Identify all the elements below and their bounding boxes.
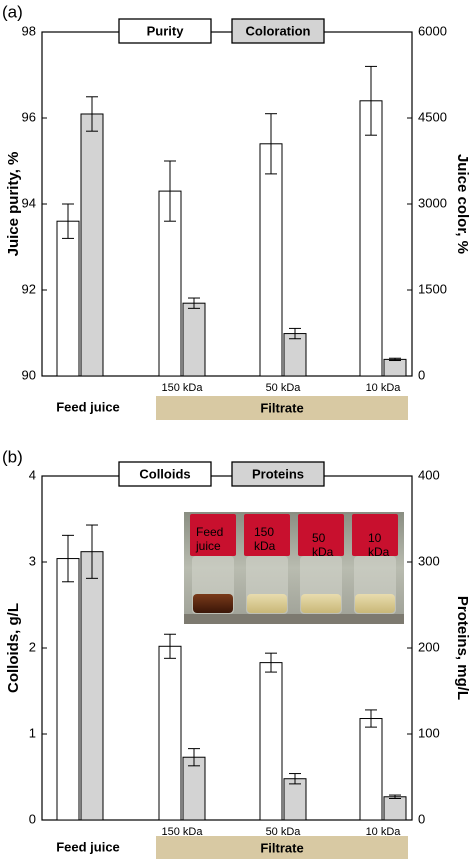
panel-label: (b)	[2, 447, 23, 466]
right-tick-label: 6000	[418, 23, 447, 38]
category-label: 150 kDa	[162, 382, 204, 394]
left-tick-label: 0	[29, 811, 36, 826]
category-label-feed: Feed juice	[56, 839, 120, 854]
left-tick-label: 2	[29, 639, 36, 654]
category-label: 10 kDa	[366, 382, 402, 394]
bar-coloration	[283, 333, 307, 377]
bar-coloration	[182, 302, 206, 377]
left-tick-label: 94	[22, 195, 36, 210]
legend-swatch-right	[231, 461, 325, 487]
vial-juice	[193, 594, 233, 613]
inset-vial-label: 150 kDa	[254, 525, 276, 553]
right-tick-label: 4500	[418, 109, 447, 124]
bar-proteins	[182, 756, 206, 821]
legend-label-right: Coloration	[246, 23, 311, 38]
left-axis-title: Juice purity, %	[5, 152, 22, 257]
bar-purity	[359, 100, 383, 377]
filtrate-band	[156, 836, 408, 859]
inset-vial-label: 10 kDa	[368, 531, 390, 559]
legend-swatch-right	[231, 18, 325, 44]
inset-vial-label: 50 kDa	[312, 531, 334, 559]
photo-shelf	[184, 614, 404, 624]
bar-purity	[56, 220, 80, 377]
legend-swatch-left	[118, 18, 212, 44]
vial-cap	[190, 514, 236, 556]
category-label: 150 kDa	[162, 826, 204, 838]
left-tick-label: 96	[22, 109, 36, 124]
bar-colloids	[359, 718, 383, 821]
left-tick-label: 90	[22, 367, 36, 382]
category-label: 50 kDa	[266, 382, 302, 394]
bar-proteins	[383, 796, 407, 821]
right-tick-label: 300	[418, 553, 440, 568]
left-tick-label: 98	[22, 23, 36, 38]
left-axis-title: Colloids, g/L	[5, 603, 22, 693]
right-tick-label: 200	[418, 639, 440, 654]
left-tick-label: 92	[22, 281, 36, 296]
right-tick-label: 0	[418, 367, 425, 382]
photo-inset: Feed juice 150 kDa 50 kDa 10 kDa	[184, 512, 404, 624]
legend-swatch-left	[118, 461, 212, 487]
panel-label: (a)	[2, 2, 23, 21]
left-tick-label: 1	[29, 725, 36, 740]
vial-juice	[355, 594, 395, 613]
right-tick-label: 400	[418, 467, 440, 482]
right-tick-label: 1500	[418, 281, 447, 296]
category-label: 10 kDa	[366, 826, 402, 838]
category-label: 50 kDa	[266, 826, 302, 838]
chart-panel-b: (b) 0 1 2 3 4 0 100 200 300 400 Colloids, g/L Protei…	[2, 447, 471, 859]
legend-label-right: Proteins	[252, 466, 304, 481]
bar-coloration	[383, 358, 407, 377]
right-axis-title: Juice color, %	[454, 154, 471, 254]
category-label-feed: Feed juice	[56, 399, 120, 414]
right-axis-title: Proteins, mg/L	[454, 596, 471, 700]
chart-panel-a: (a) 90 92 94 96 98 0 1500 3000 4500 6000 Juice puri…	[2, 2, 471, 420]
right-tick-label: 100	[418, 725, 440, 740]
left-tick-label: 4	[29, 467, 36, 482]
right-tick-label: 0	[418, 811, 425, 826]
legend-label-left: Colloids	[139, 466, 190, 481]
filtrate-band	[156, 396, 408, 420]
bar-purity	[259, 143, 283, 377]
bar-colloids	[158, 645, 182, 821]
filtrate-label: Filtrate	[260, 400, 303, 415]
filtrate-label: Filtrate	[260, 840, 303, 855]
vial-juice	[247, 594, 287, 613]
legend-label-left: Purity	[147, 23, 185, 38]
bar-colloids	[259, 662, 283, 821]
bar-coloration	[80, 113, 104, 377]
bar-colloids	[56, 558, 80, 821]
bar-proteins	[283, 778, 307, 821]
vial-cap	[352, 514, 398, 556]
vial-cap	[244, 514, 290, 556]
bar-proteins	[80, 551, 104, 821]
vial-juice	[301, 594, 341, 613]
right-tick-label: 3000	[418, 195, 447, 210]
inset-vial-label: Feed juice	[195, 525, 223, 553]
left-tick-label: 3	[29, 553, 36, 568]
vial-cap	[298, 514, 344, 556]
